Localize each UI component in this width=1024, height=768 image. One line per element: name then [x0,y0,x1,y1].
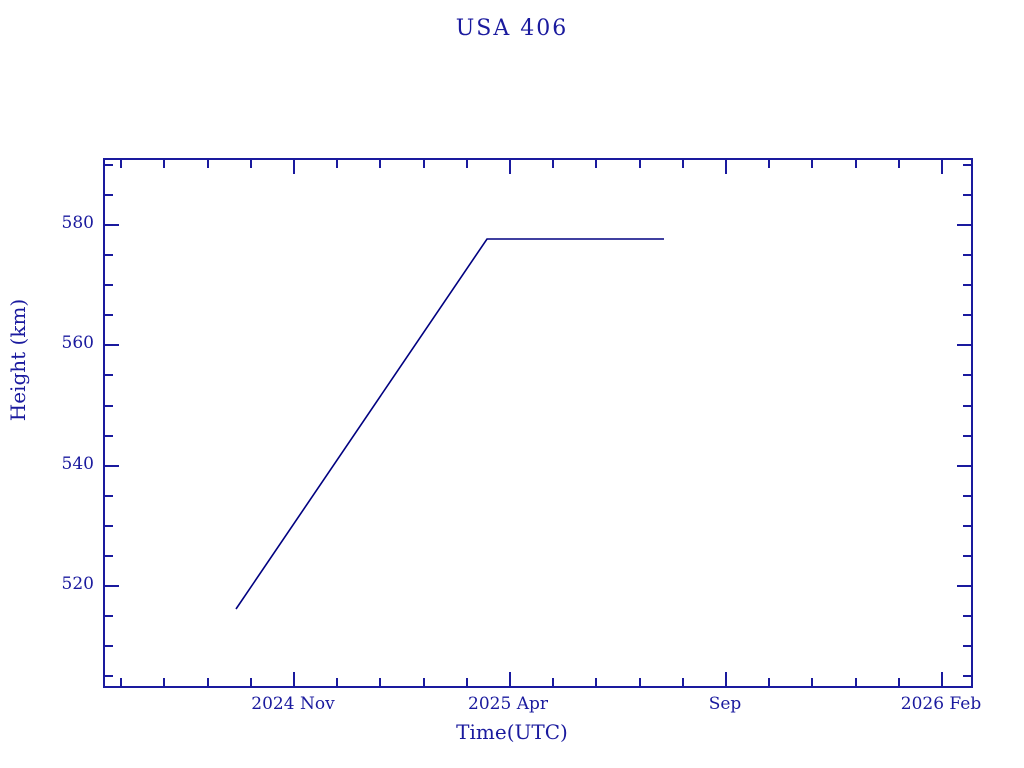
y-tick-label: 560 [61,333,94,353]
data-line [235,238,664,610]
x-tick-label: 2025 Apr [468,694,548,714]
x-tick-label: 2024 Nov [251,694,335,714]
x-axis-title: Time(UTC) [456,720,568,744]
y-tick-label: 540 [61,454,94,474]
y-tick-label: 580 [61,213,94,233]
chart-title: USA 406 [455,16,569,41]
y-axis-title: Height (km) [6,298,30,422]
plot-area [103,158,973,688]
y-tick-label: 520 [61,574,94,594]
x-tick-label: 2026 Feb [900,694,982,714]
x-tick-label: Sep [708,694,742,714]
